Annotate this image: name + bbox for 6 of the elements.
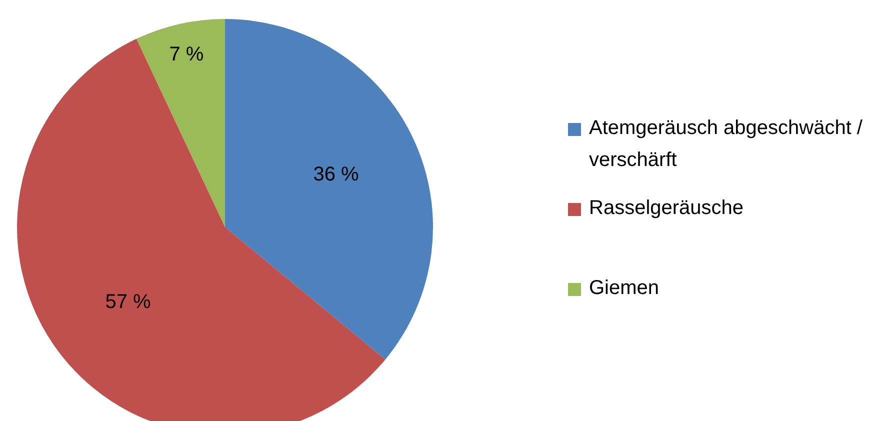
data-label: 7 % — [169, 43, 204, 66]
data-label: 36 % — [313, 164, 360, 186]
legend-label: Atemgeräusch abgeschwächt / verschärft — [589, 116, 864, 173]
data-label: 57 % — [105, 291, 152, 314]
legend-label: Giemen — [589, 276, 660, 301]
legend-label: Rasselgeräusche — [589, 196, 745, 221]
